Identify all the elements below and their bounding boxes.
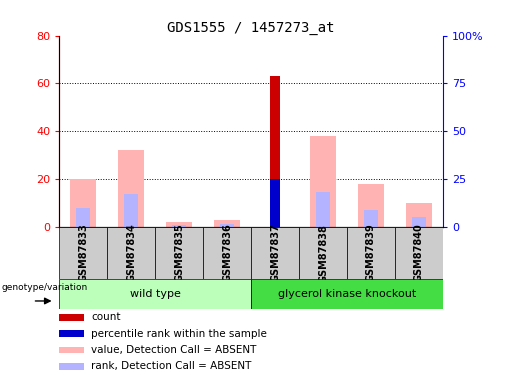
Text: GSM87835: GSM87835 — [174, 224, 184, 282]
Bar — [59, 347, 84, 353]
Bar — [172, 225, 186, 227]
Bar — [270, 76, 280, 227]
Text: GSM87839: GSM87839 — [366, 224, 376, 282]
Text: rank, Detection Call = ABSENT: rank, Detection Call = ABSENT — [91, 362, 251, 372]
Bar — [59, 314, 84, 321]
Bar — [59, 330, 84, 337]
Bar — [214, 220, 241, 227]
Text: count: count — [91, 312, 121, 322]
Bar — [411, 217, 426, 227]
Bar — [220, 224, 234, 227]
Title: GDS1555 / 1457273_at: GDS1555 / 1457273_at — [167, 21, 335, 34]
Text: GSM87836: GSM87836 — [222, 224, 232, 282]
Text: GSM87840: GSM87840 — [414, 224, 424, 282]
Text: genotype/variation: genotype/variation — [1, 283, 88, 292]
Text: GSM87837: GSM87837 — [270, 224, 280, 282]
Text: GSM87838: GSM87838 — [318, 224, 328, 283]
Bar — [406, 203, 432, 227]
Text: wild type: wild type — [130, 290, 181, 299]
Bar — [124, 194, 139, 227]
Bar — [270, 179, 280, 227]
Bar — [59, 363, 84, 370]
Bar — [347, 227, 395, 279]
Bar — [155, 227, 203, 279]
Bar — [310, 136, 336, 227]
Bar — [59, 279, 251, 309]
Text: value, Detection Call = ABSENT: value, Detection Call = ABSENT — [91, 345, 256, 355]
Bar — [251, 227, 299, 279]
Text: GSM87834: GSM87834 — [126, 224, 136, 282]
Bar — [251, 279, 443, 309]
Bar — [203, 227, 251, 279]
Bar — [107, 227, 155, 279]
Bar — [118, 150, 144, 227]
Bar — [166, 222, 192, 227]
Bar — [395, 227, 443, 279]
Bar — [358, 184, 384, 227]
Bar — [59, 227, 107, 279]
Bar — [316, 192, 330, 227]
Bar — [76, 208, 91, 227]
Bar — [364, 210, 378, 227]
Bar — [299, 227, 347, 279]
Text: glycerol kinase knockout: glycerol kinase knockout — [278, 290, 416, 299]
Text: percentile rank within the sample: percentile rank within the sample — [91, 328, 267, 339]
Text: GSM87833: GSM87833 — [78, 224, 88, 282]
Bar — [70, 179, 96, 227]
